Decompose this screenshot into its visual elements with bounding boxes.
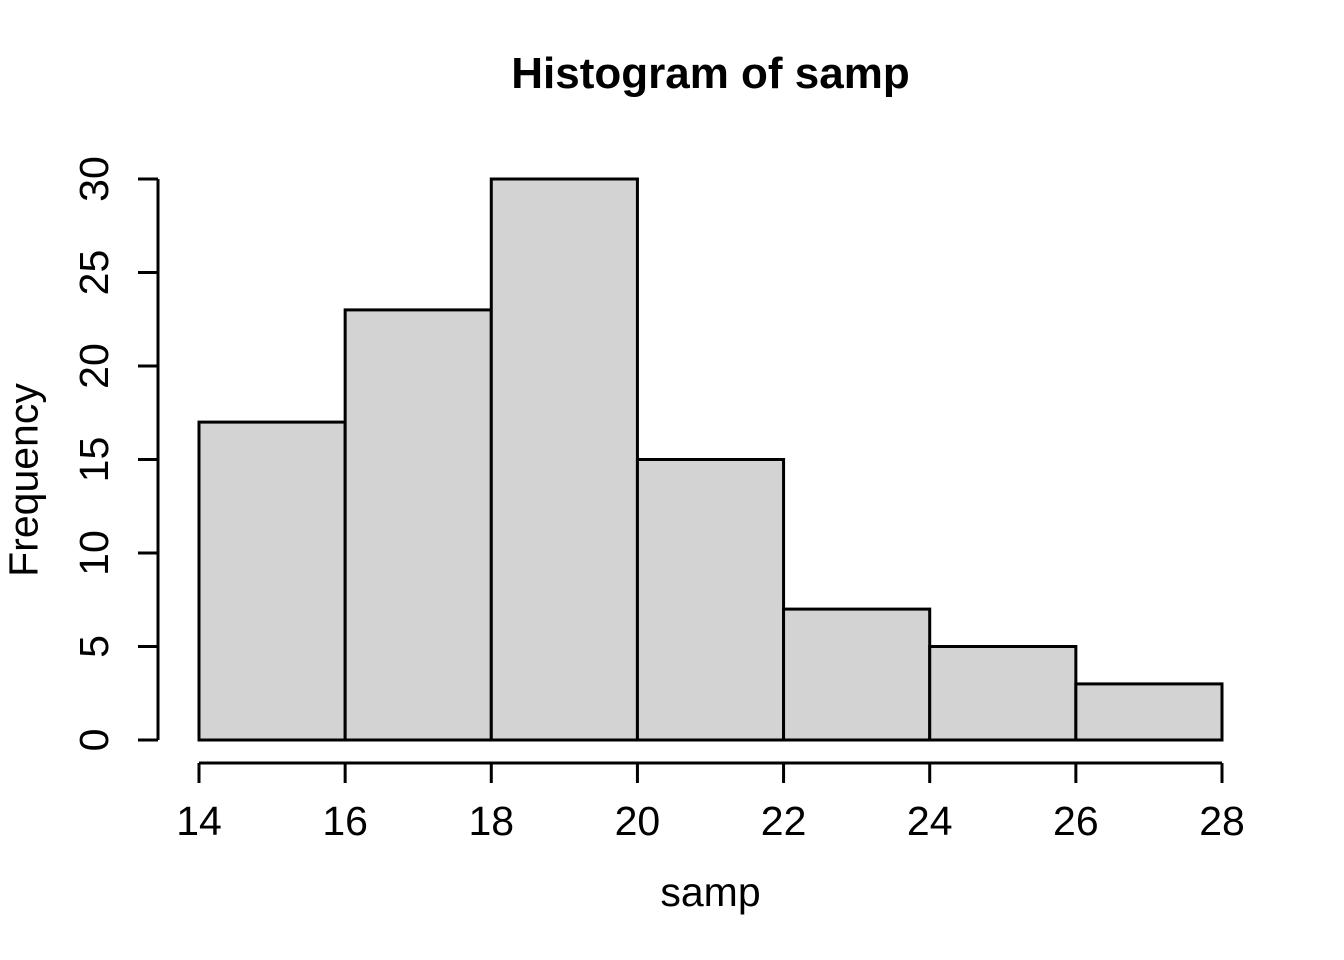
y-axis-tick-label: 10 — [71, 530, 117, 576]
x-axis-tick-label: 22 — [761, 798, 807, 844]
histogram-bar — [197, 420, 347, 742]
x-axis-tick-label: 20 — [615, 798, 661, 844]
y-axis-tick-label: 5 — [71, 635, 117, 658]
histogram-bar — [489, 177, 639, 742]
y-axis-tick-label: 0 — [71, 729, 117, 752]
histogram-bar — [928, 645, 1078, 742]
histogram-bar — [1074, 682, 1224, 742]
x-axis-tick-label: 18 — [468, 798, 514, 844]
x-axis-tick-label: 26 — [1053, 798, 1099, 844]
y-axis-tick-label: 25 — [71, 250, 117, 296]
x-axis-tick-label: 28 — [1199, 798, 1245, 844]
y-axis-tick-label: 20 — [71, 343, 117, 389]
histogram-bar — [782, 607, 932, 742]
y-axis-tick-label: 30 — [71, 156, 117, 202]
x-axis-tick-label: 24 — [907, 798, 953, 844]
y-axis-label: Frequency — [0, 383, 47, 577]
y-axis-tick-label: 15 — [71, 437, 117, 483]
chart-title: Histogram of samp — [511, 49, 910, 98]
x-axis-label: samp — [660, 869, 761, 915]
histogram-bar — [343, 308, 493, 742]
x-axis-tick-label: 14 — [176, 798, 222, 844]
x-axis-tick-label: 16 — [322, 798, 368, 844]
histogram-bar — [635, 458, 786, 742]
